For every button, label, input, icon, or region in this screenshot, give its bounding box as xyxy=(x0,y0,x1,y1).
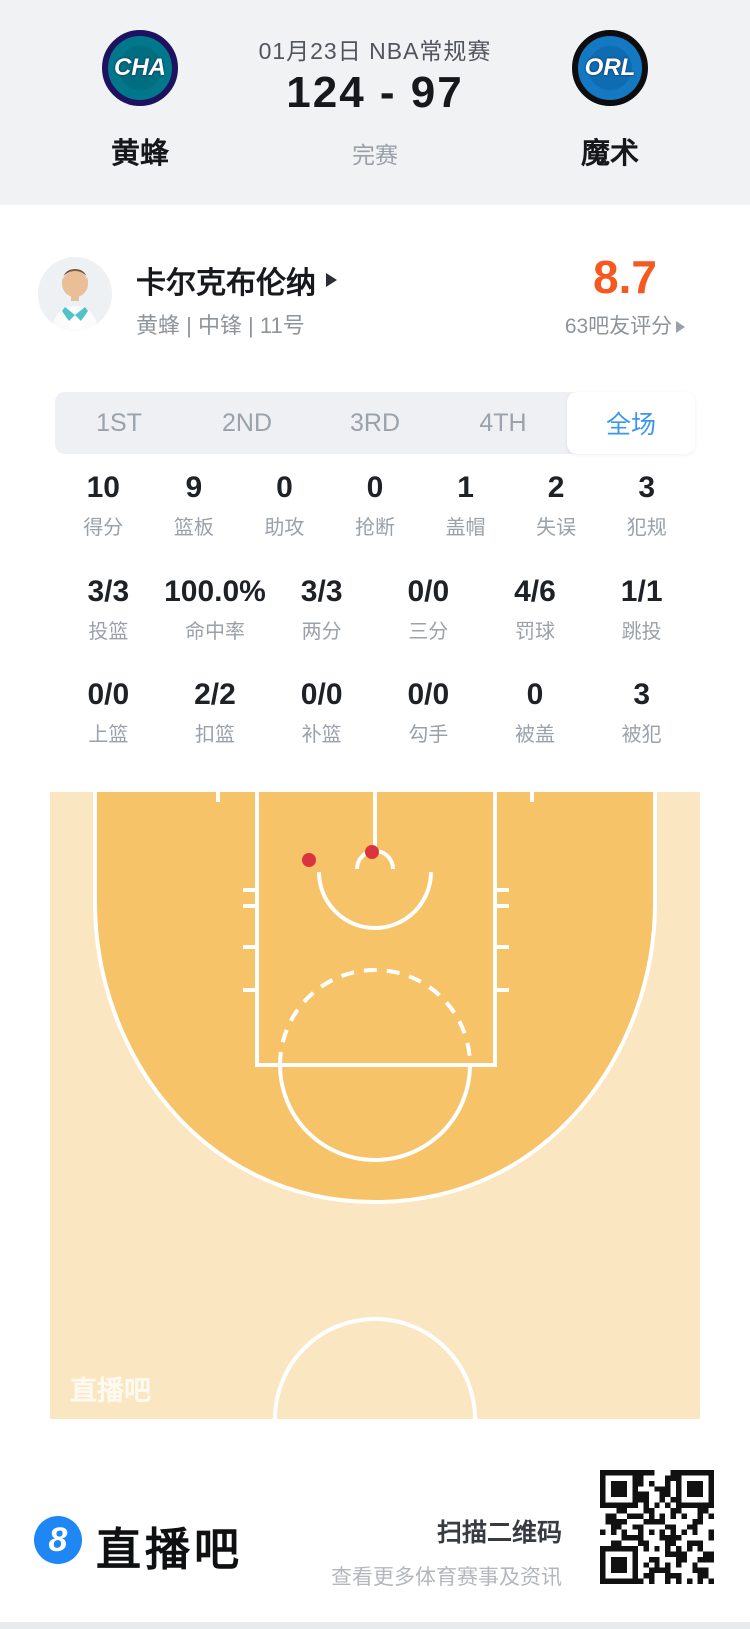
center-circle xyxy=(273,1317,477,1420)
tab-4th[interactable]: 4TH xyxy=(479,408,527,437)
tab-1st[interactable]: 1ST xyxy=(96,408,142,437)
stats-row-basic: 10 得分 9 篮板 0 助攻 0 抢断 1 盖帽 2 失误 3 犯规 xyxy=(58,470,692,540)
shot-chart-court: 直播吧 xyxy=(50,782,700,1420)
scan-block: 扫描二维码 查看更多体育赛事及资讯 xyxy=(230,1513,562,1591)
stat-dunk: 2/2 扣篮 xyxy=(194,678,236,746)
home-team-name[interactable]: 黄蜂 xyxy=(110,138,169,170)
stat-rebounds: 9 篮板 xyxy=(173,471,214,539)
scan-subtitle: 查看更多体育赛事及资讯 xyxy=(331,1566,562,1589)
stat-tipin: 0/0 补篮 xyxy=(300,678,343,746)
match-score: 124 - 97 xyxy=(286,68,464,117)
free-throw-circle-solid xyxy=(278,1064,472,1162)
stat-fouled: 3 被犯 xyxy=(621,678,662,746)
stat-fg: 3/3 投篮 xyxy=(87,575,130,643)
player-avatar[interactable] xyxy=(38,257,112,331)
tab-full-game[interactable]: 全场 xyxy=(567,392,695,454)
stat-fg-pct: 100.0% 命中率 xyxy=(164,575,266,643)
shot-dot-made xyxy=(365,845,379,859)
tab-3rd[interactable]: 3RD xyxy=(349,408,400,437)
stats-row-shot-types: 0/0 上篮 2/2 扣篮 0/0 补篮 0/0 勾手 0 被盖 3 被犯 xyxy=(55,677,695,747)
stat-hook: 0/0 勾手 xyxy=(407,678,450,746)
tab-2nd[interactable]: 2ND xyxy=(221,408,272,437)
qr-code xyxy=(600,1470,714,1584)
player-rating: 8.7 xyxy=(593,251,657,303)
away-team-name[interactable]: 魔术 xyxy=(580,138,639,170)
stat-blocked: 0 被盖 xyxy=(514,678,555,746)
stat-points: 10 得分 xyxy=(83,471,124,539)
stat-assists: 0 助攻 xyxy=(264,471,305,539)
stat-ft: 4/6 罚球 xyxy=(514,575,556,643)
stat-steals: 0 抢断 xyxy=(354,471,395,539)
home-logo-inner-circle xyxy=(118,46,162,90)
home-team-logo[interactable]: CHA xyxy=(102,30,178,106)
scan-title: 扫描二维码 xyxy=(436,1519,562,1547)
stat-jumpshot: 1/1 跳投 xyxy=(620,575,663,643)
stat-layup: 0/0 上篮 xyxy=(87,678,130,746)
free-throw-circle-dashed xyxy=(278,968,472,1066)
rating-block[interactable]: 8.7 63吧友评分 xyxy=(540,252,710,340)
shot-dot-made xyxy=(302,853,316,867)
away-logo-inner-circle xyxy=(588,46,632,90)
player-info: 黄蜂 | 中锋 | 11号 xyxy=(136,313,305,338)
away-team-logo[interactable]: ORL xyxy=(572,30,648,106)
stat-3pt: 0/0 三分 xyxy=(407,575,450,643)
rating-caret-icon xyxy=(676,321,686,333)
player-name[interactable]: 卡尔克布伦纳 xyxy=(136,258,337,302)
zhibo8-logo-icon[interactable]: 8 xyxy=(34,1516,82,1564)
match-status: 完赛 xyxy=(352,142,398,168)
home-team-abbr: CHA xyxy=(114,54,166,81)
restricted-area-arc xyxy=(317,871,433,930)
match-header: 01月23日 NBA常规赛 124 - 97 完赛 CHA 黄蜂 ORL 魔术 xyxy=(0,0,750,205)
three-point-line xyxy=(93,788,657,1205)
away-team-abbr: ORL xyxy=(584,54,636,81)
shot-dots xyxy=(302,845,379,867)
court-watermark: 直播吧 xyxy=(70,1376,151,1406)
court-svg: 直播吧 xyxy=(50,782,700,1420)
stat-turnovers: 2 失误 xyxy=(536,471,577,539)
quarter-tabbar: 1ST 2ND 3RD 4TH 全场 xyxy=(55,392,695,454)
player-photo xyxy=(38,257,112,331)
zhibo8-logo-text: 直播吧 xyxy=(96,1524,244,1575)
lane-hash-marks xyxy=(216,788,534,992)
bottom-edge-strip xyxy=(0,1622,750,1629)
stat-2pt: 3/3 两分 xyxy=(300,575,343,643)
stat-fouls: 3 犯规 xyxy=(626,471,667,539)
stat-blocks: 1 盖帽 xyxy=(445,471,486,539)
rating-votes-label: 63吧友评分 xyxy=(540,310,710,340)
match-date: 01月23日 NBA常规赛 xyxy=(258,38,492,64)
player-name-caret-icon xyxy=(326,273,337,287)
stats-row-shooting: 3/3 投篮 100.0% 命中率 3/3 两分 0/0 三分 4/6 罚球 1/1 跳投 xyxy=(55,574,695,644)
